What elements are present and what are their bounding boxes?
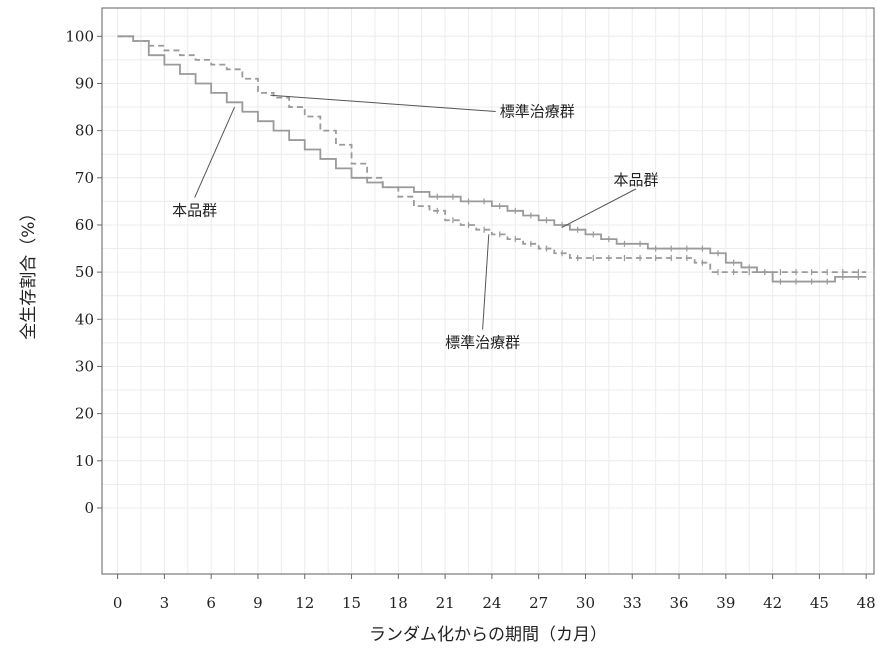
annotation-leader: [194, 106, 236, 198]
y-tick-label: 10: [75, 452, 94, 470]
x-tick-label: 18: [389, 594, 408, 612]
annotation-leader: [482, 234, 490, 330]
annotation-leader: [270, 94, 496, 112]
y-axis-ticks: 0 10 20 30 40 50 60 70 80 90 100: [65, 27, 102, 517]
x-tick-label: 36: [670, 594, 689, 612]
y-tick-label: 0: [84, 499, 94, 517]
y-tick-label: 60: [75, 216, 94, 234]
x-tick-label: 6: [206, 594, 216, 612]
x-tick-label: 15: [342, 594, 361, 612]
x-tick-label: 27: [529, 594, 548, 612]
y-tick-label: 80: [75, 122, 94, 140]
y-tick-label: 30: [75, 357, 94, 375]
x-tick-label: 24: [482, 594, 501, 612]
annotation-label: 本品群: [614, 171, 659, 189]
y-axis-label: 全生存割合（%）: [19, 205, 39, 340]
x-tick-label: 9: [253, 594, 263, 612]
series-line-0: [117, 35, 867, 283]
annotation-label: 標準治療群: [500, 102, 575, 120]
y-tick-label: 50: [75, 263, 94, 281]
x-tick-label: 30: [576, 594, 595, 612]
x-tick-label: 33: [623, 594, 642, 612]
series-group: [117, 35, 875, 285]
annotation-label: 本品群: [172, 202, 217, 220]
series-line-1: [117, 35, 867, 274]
x-tick-label: 12: [295, 594, 314, 612]
y-tick-label: 20: [75, 405, 94, 423]
y-tick-label: 70: [75, 169, 94, 187]
y-tick-label: 100: [65, 27, 94, 45]
annotation-label: 標準治療群: [445, 334, 520, 352]
x-axis-label: ランダム化からの期間（カ月）: [369, 625, 607, 645]
x-axis-ticks: 0 3 6 9 12 15 18 21 24 27 30 33 36 39 42 45 48: [113, 574, 876, 612]
y-tick-label: 40: [75, 310, 94, 328]
annotation-leader: [561, 188, 637, 228]
x-tick-label: 48: [857, 594, 876, 612]
y-tick-label: 90: [75, 74, 94, 92]
x-tick-label: 39: [716, 594, 735, 612]
x-tick-label: 42: [763, 594, 782, 612]
x-tick-label: 0: [113, 594, 123, 612]
x-tick-label: 45: [810, 594, 829, 612]
x-tick-label: 3: [160, 594, 170, 612]
plot-frame: [101, 7, 875, 575]
x-tick-label: 21: [436, 594, 455, 612]
